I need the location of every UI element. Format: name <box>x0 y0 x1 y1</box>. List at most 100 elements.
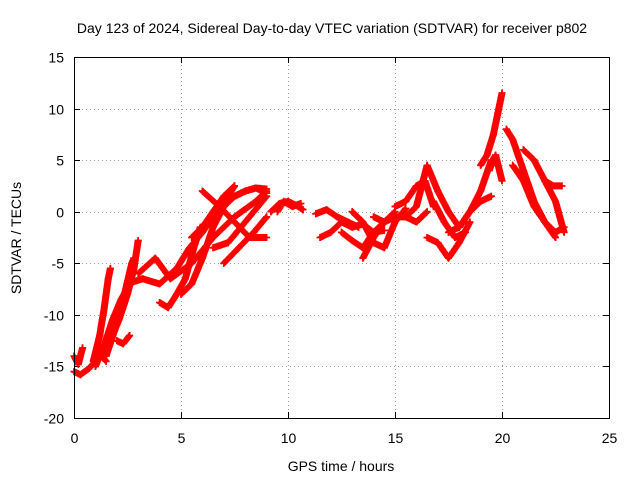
marker-trail <box>509 161 559 241</box>
y-tick-label: 10 <box>48 102 64 118</box>
data-point <box>76 371 84 379</box>
data-point <box>134 270 142 278</box>
data-point <box>348 237 356 245</box>
data-point <box>440 218 448 226</box>
data-point <box>106 337 114 345</box>
data-point <box>113 337 121 345</box>
series-arc-6 <box>106 237 142 345</box>
data-point <box>231 218 238 226</box>
data-point <box>231 192 238 200</box>
data-point <box>552 197 559 205</box>
data-point <box>79 344 87 352</box>
data-point <box>402 213 410 221</box>
data-point <box>220 259 228 267</box>
data-point <box>370 213 378 221</box>
data-point <box>327 228 335 236</box>
x-axis-label: GPS time / hours <box>288 458 395 474</box>
data-point <box>348 223 356 231</box>
data-point <box>430 197 437 205</box>
data-point <box>380 244 388 252</box>
data-point <box>530 156 538 164</box>
x-tick-label: 25 <box>602 430 618 446</box>
data-point <box>130 264 138 272</box>
data-point <box>558 182 566 190</box>
data-point <box>549 182 557 190</box>
data-point <box>209 244 217 252</box>
data-point <box>263 213 271 221</box>
data-point <box>423 234 431 241</box>
data-point <box>455 239 463 247</box>
data-point <box>250 208 258 216</box>
series-arc-15 <box>220 213 271 267</box>
data-point <box>104 275 112 283</box>
data-point <box>359 254 367 262</box>
data-point <box>198 223 206 231</box>
x-tick-label: 0 <box>71 430 79 446</box>
y-tick-label: -15 <box>44 359 64 375</box>
data-point <box>198 254 206 262</box>
series-arc-32 <box>485 151 506 185</box>
data-point <box>267 208 275 216</box>
data-point <box>380 218 388 226</box>
y-tick-label: 5 <box>56 153 64 169</box>
data-point <box>224 239 232 247</box>
data-point <box>519 167 527 174</box>
data-point <box>477 187 485 195</box>
series-arc-22 <box>348 205 410 252</box>
series-arc-2 <box>70 344 87 368</box>
data-point <box>273 208 281 216</box>
data-point <box>477 197 485 205</box>
data-point <box>198 187 206 195</box>
data-point <box>489 130 497 138</box>
data-point <box>237 223 245 231</box>
data-point <box>209 208 217 216</box>
data-point <box>263 234 271 241</box>
data-point <box>263 189 271 197</box>
data-point <box>412 218 420 226</box>
data-point <box>391 203 399 211</box>
data-point <box>338 228 345 236</box>
data-point <box>124 280 131 288</box>
series-arc-34 <box>509 161 559 241</box>
data-point <box>455 223 463 231</box>
data-point <box>333 213 341 221</box>
data-point <box>338 218 345 226</box>
data-point <box>451 234 459 241</box>
series-arc-26 <box>402 161 463 231</box>
data-point <box>102 352 110 360</box>
x-tick-label: 15 <box>388 430 404 446</box>
data-point <box>252 197 260 205</box>
data-point <box>498 89 506 97</box>
data-point <box>190 244 198 252</box>
grid-lines <box>74 57 609 418</box>
data-point <box>119 340 127 348</box>
data-point <box>502 125 510 133</box>
data-point <box>391 213 399 221</box>
data-point <box>166 275 174 283</box>
data-point <box>216 203 223 211</box>
series-arc-7 <box>113 332 134 348</box>
x-tick-label: 5 <box>178 430 186 446</box>
data-point <box>560 228 568 236</box>
series-arc-12 <box>188 182 238 241</box>
x-tick-label: 20 <box>495 430 511 446</box>
data-point <box>483 151 491 159</box>
series-arc-30 <box>455 192 495 231</box>
data-point <box>126 332 134 339</box>
plot-area <box>70 89 568 379</box>
data-point <box>462 228 470 236</box>
data-point <box>434 239 442 247</box>
data-point <box>316 234 324 241</box>
data-point <box>445 254 452 262</box>
series-arc-10 <box>156 223 204 312</box>
data-point <box>477 161 485 169</box>
data-point <box>177 290 185 298</box>
data-point <box>250 228 258 236</box>
data-point <box>91 362 99 370</box>
plot-frame <box>74 57 610 419</box>
data-point <box>402 197 410 205</box>
data-point <box>492 151 500 159</box>
data-point <box>323 206 330 214</box>
data-point <box>348 208 356 216</box>
